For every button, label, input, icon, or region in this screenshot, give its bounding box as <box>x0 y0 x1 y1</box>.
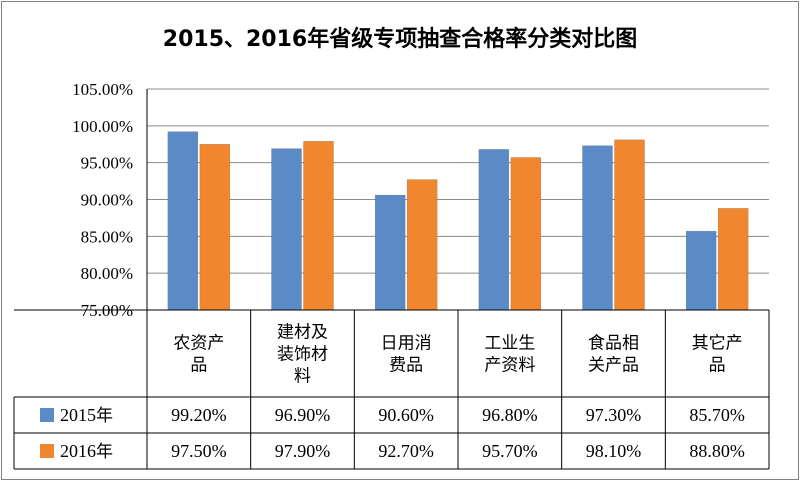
y-tick-label: 95.00% <box>81 154 133 173</box>
y-tick-label: 100.00% <box>72 117 133 136</box>
table-value: 95.70% <box>482 441 538 461</box>
bar-series2 <box>614 139 645 311</box>
category-label: 装饰材 <box>277 345 328 365</box>
legend-label: 2015年 <box>60 405 113 426</box>
bars <box>167 131 749 311</box>
category-label: 其它产 <box>692 334 743 354</box>
category-label: 费品 <box>389 356 423 376</box>
category-label: 品 <box>190 356 207 376</box>
bar-series1 <box>271 148 302 311</box>
category-label: 产资料 <box>484 356 535 376</box>
bar-series1 <box>374 194 406 311</box>
chart-title: 2015、2016年省级专项抽查合格率分类对比图 <box>163 26 637 52</box>
bar-series2 <box>717 208 749 311</box>
y-axis: 75.00%80.00%85.00%90.00%95.00%100.00%105… <box>72 80 133 320</box>
table-value: 88.80% <box>689 441 745 461</box>
category-label: 建材及 <box>277 323 328 343</box>
category-label: 关产品 <box>588 356 639 376</box>
table-value: 97.30% <box>586 405 642 425</box>
bar-series1 <box>167 131 199 311</box>
table-value: 96.80% <box>482 405 538 425</box>
table-value: 97.50% <box>171 441 227 461</box>
table-value: 90.60% <box>378 405 434 425</box>
category-label: 农资产 <box>173 334 224 354</box>
table-value: 97.90% <box>275 441 331 461</box>
legend-swatch <box>40 444 54 458</box>
category-label: 日用消 <box>381 334 432 354</box>
bar-series2 <box>510 157 542 311</box>
category-label: 品 <box>709 356 726 376</box>
y-tick-label: 90.00% <box>81 191 133 210</box>
bar-series1 <box>685 230 717 311</box>
bar-series2 <box>406 179 438 311</box>
bar-series1 <box>582 145 613 311</box>
y-tick-label: 80.00% <box>81 264 133 283</box>
legend-label: 2016年 <box>60 441 113 462</box>
table-value: 85.70% <box>689 405 745 425</box>
y-tick-label: 85.00% <box>81 227 133 246</box>
gridlines <box>147 88 769 274</box>
y-tick-label: 105.00% <box>72 80 133 99</box>
bar-series2 <box>303 141 334 311</box>
table-value: 99.20% <box>171 405 227 425</box>
table-value: 92.70% <box>378 441 434 461</box>
category-label: 工业生 <box>484 334 535 354</box>
category-label: 料 <box>294 367 311 387</box>
bar-series1 <box>478 149 510 311</box>
legend-swatch <box>40 408 54 422</box>
category-label: 食品相 <box>588 334 639 354</box>
table-value: 98.10% <box>586 441 642 461</box>
table-value: 96.90% <box>275 405 331 425</box>
bar-series2 <box>199 144 231 311</box>
